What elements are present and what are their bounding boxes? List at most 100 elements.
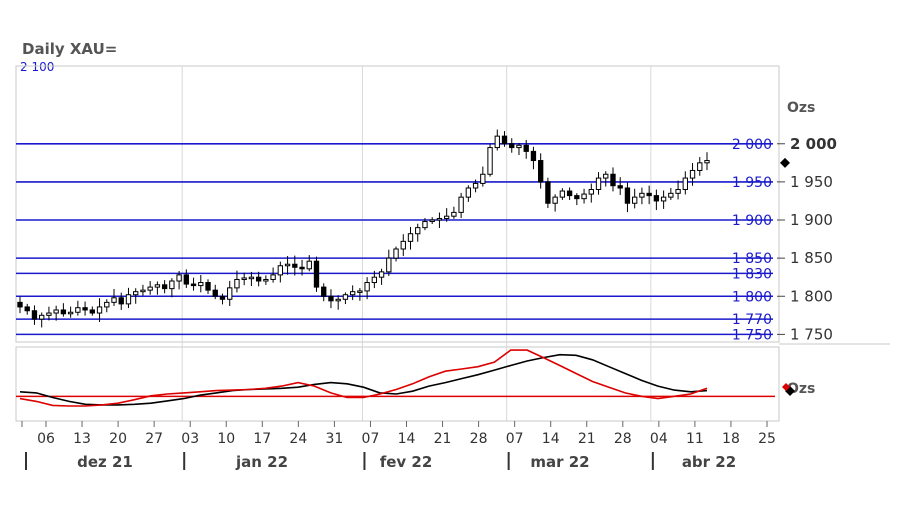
candle-body — [487, 147, 493, 175]
reference-line-label: 1 900 — [732, 213, 772, 229]
candle-body — [603, 173, 609, 179]
candle-body — [67, 311, 74, 315]
candles — [17, 129, 710, 328]
candle-body — [451, 211, 457, 217]
candle-body — [277, 265, 284, 276]
x-tick-label: 24 — [289, 431, 307, 447]
indicator-panel-frame — [15, 346, 780, 422]
indicator-line-black — [19, 353, 708, 406]
candle-body — [415, 227, 421, 235]
candle-body — [140, 289, 146, 293]
x-tick-label: 11 — [686, 431, 704, 447]
candle-body — [559, 190, 566, 198]
x-tick-label: 06 — [37, 431, 55, 447]
candle-body — [234, 278, 240, 289]
candle-body — [190, 283, 197, 287]
candle-body — [321, 286, 327, 297]
reference-line-label: 1 770 — [732, 312, 772, 328]
reference-line-label: 2 000 — [732, 137, 772, 153]
candle-body — [501, 135, 508, 145]
candle-body — [422, 221, 428, 229]
candle-body — [689, 169, 696, 179]
candle-body — [697, 162, 703, 171]
candle-body — [292, 263, 298, 268]
candle-body — [465, 187, 472, 198]
candle-body — [349, 291, 356, 296]
x-tick-label: 28 — [470, 431, 488, 447]
candle-body — [176, 274, 182, 282]
x-tick-label: 21 — [434, 431, 452, 447]
candle-body — [328, 295, 334, 302]
candle-body — [284, 263, 291, 267]
candle-body — [443, 215, 450, 219]
candle-body — [53, 309, 59, 314]
x-tick-label: 03 — [181, 431, 199, 447]
candle-body — [31, 310, 38, 320]
candle-body — [494, 135, 500, 149]
candle-body — [581, 193, 587, 200]
candle-body — [154, 284, 161, 288]
candle-body — [263, 278, 269, 282]
x-tick-label: 10 — [217, 431, 235, 447]
candle-body — [111, 297, 117, 303]
candle-body — [335, 298, 341, 302]
candle-body — [270, 274, 276, 280]
candle-body — [393, 248, 399, 259]
x-tick-label: 17 — [253, 431, 271, 447]
candle-body — [241, 277, 247, 280]
chart-title: Daily XAU= — [22, 40, 117, 58]
candle-body — [660, 196, 667, 202]
candle-body — [342, 294, 349, 300]
candle-body — [653, 195, 660, 202]
x-tick-label: 27 — [145, 431, 163, 447]
candle-body — [60, 309, 67, 315]
reference-line-label: 1 830 — [732, 266, 772, 282]
candle-body — [472, 182, 479, 189]
candle-body — [400, 240, 406, 250]
y-tick-label: 2 000 — [790, 135, 837, 153]
candle-body — [371, 276, 378, 284]
main-panel-frame — [15, 65, 780, 343]
candle-body — [39, 314, 45, 320]
y-tick-label: 1 750 — [790, 325, 833, 343]
month-label: abr 22 — [682, 453, 736, 471]
candle-body — [639, 192, 645, 198]
month-label: dez 21 — [77, 453, 133, 471]
candle-body — [624, 187, 631, 204]
candle-body — [407, 233, 414, 242]
candle-body — [552, 196, 558, 204]
candle-body — [255, 276, 262, 282]
candle-body — [24, 306, 30, 312]
candle-body — [161, 284, 168, 290]
month-label: jan 22 — [235, 453, 288, 471]
x-tick-label: 31 — [325, 431, 343, 447]
candle-body — [480, 173, 486, 184]
candle-body — [75, 307, 81, 313]
candle-body — [357, 290, 363, 293]
candle-body — [530, 150, 537, 162]
candle-body — [436, 217, 443, 221]
reference-line-label: 1 750 — [732, 327, 772, 343]
candle-body — [682, 177, 688, 191]
x-tick-label: 14 — [398, 431, 416, 447]
y-tick-label: 1 950 — [790, 173, 833, 191]
candle-body — [169, 280, 175, 290]
y-tick-label: 1 850 — [790, 249, 833, 267]
x-tick-label: 07 — [362, 431, 380, 447]
candle-body — [89, 309, 95, 314]
candle-body — [17, 301, 23, 308]
candle-body — [306, 260, 312, 270]
x-tick-label: 14 — [542, 431, 560, 447]
candle-body — [458, 196, 464, 213]
candle-body — [147, 286, 153, 291]
candle-body — [429, 219, 435, 223]
x-tick-label: 07 — [506, 431, 524, 447]
candle-body — [646, 192, 652, 197]
candle-body — [378, 271, 385, 278]
indicator-marker-red — [782, 383, 790, 391]
candle-body — [668, 192, 674, 198]
x-tick-label: 18 — [722, 431, 740, 447]
x-tick-label: 21 — [578, 431, 596, 447]
